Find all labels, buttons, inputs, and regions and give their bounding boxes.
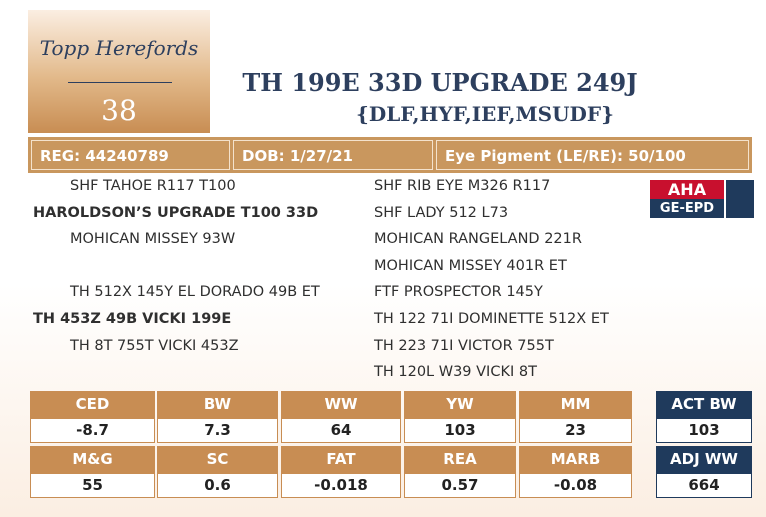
granddam: TH 8T 755T VICKI 453Z (70, 337, 239, 354)
epd-header: CED (30, 391, 155, 418)
epd-header: MARB (519, 446, 632, 473)
great-grandparent: SHF RIB EYE M326 R117 (374, 178, 551, 194)
epd-value: 0.6 (157, 473, 278, 498)
grandsire: SHF TAHOE R117 T100 (70, 178, 236, 194)
great-grandparent: MOHICAN RANGELAND 221R (374, 231, 582, 248)
weight-value: 664 (656, 473, 752, 498)
epd-value: -0.08 (519, 473, 632, 498)
great-grandparent: MOHICAN MISSEY 401R ET (374, 257, 567, 274)
grandsire: TH 512X 145Y EL DORADO 49B ET (70, 284, 320, 301)
epd-value: 64 (281, 418, 401, 443)
great-grandparent: TH 223 71I VICTOR 755T (374, 337, 554, 354)
epd-header: MM (519, 391, 632, 418)
logo-rule (68, 82, 172, 83)
epd-value: 55 (30, 473, 155, 498)
epd-header: FAT (281, 446, 401, 473)
sire: HAROLDSON’S UPGRADE T100 33D (33, 204, 319, 221)
badge-top: AHA (650, 180, 724, 199)
granddam: MOHICAN MISSEY 93W (70, 231, 236, 248)
reg: REG: 44240789 (31, 140, 230, 170)
epd-value: -0.018 (281, 473, 401, 498)
badge-dna (726, 180, 754, 218)
epd-header: M&G (30, 446, 155, 473)
badge-bottom: GE-EPD (650, 199, 724, 218)
dob: DOB: 1/27/21 (233, 140, 433, 170)
epd-value: 7.3 (157, 418, 278, 443)
info-bar: REG: 44240789 DOB: 1/27/21 Eye Pigment (… (28, 137, 752, 173)
epd-value: 0.57 (404, 473, 516, 498)
logo-box: Topp Herefords 38 (28, 10, 210, 133)
weight-label: ADJ WW (656, 446, 752, 473)
eye-pigment: Eye Pigment (LE/RE): 50/100 (436, 140, 749, 170)
subtitle: {DLF,HYF,IEF,MSUDF} (356, 102, 614, 126)
title: TH 199E 33D UPGRADE 249J (242, 68, 638, 97)
epd-value: -8.7 (30, 418, 155, 443)
weight-value: 103 (656, 418, 752, 443)
badge: AHA GE-EPD (650, 180, 754, 218)
weight-label: ACT BW (656, 391, 752, 418)
great-grandparent: TH 122 71I DOMINETTE 512X ET (374, 311, 609, 327)
epd-value: 23 (519, 418, 632, 443)
lot-number: 38 (101, 94, 137, 127)
epd-value: 103 (404, 418, 516, 443)
epd-header: BW (157, 391, 278, 418)
epd-header: REA (404, 446, 516, 473)
epd-header: SC (157, 446, 278, 473)
epd-header: YW (404, 391, 516, 418)
epd-header: WW (281, 391, 401, 418)
great-grandparent: TH 120L W39 VICKI 8T (374, 364, 537, 381)
great-grandparent: SHF LADY 512 L73 (374, 204, 509, 221)
dam: TH 453Z 49B VICKI 199E (33, 311, 232, 327)
logo: Topp Herefords (39, 36, 199, 60)
great-grandparent: FTF PROSPECTOR 145Y (374, 284, 543, 301)
